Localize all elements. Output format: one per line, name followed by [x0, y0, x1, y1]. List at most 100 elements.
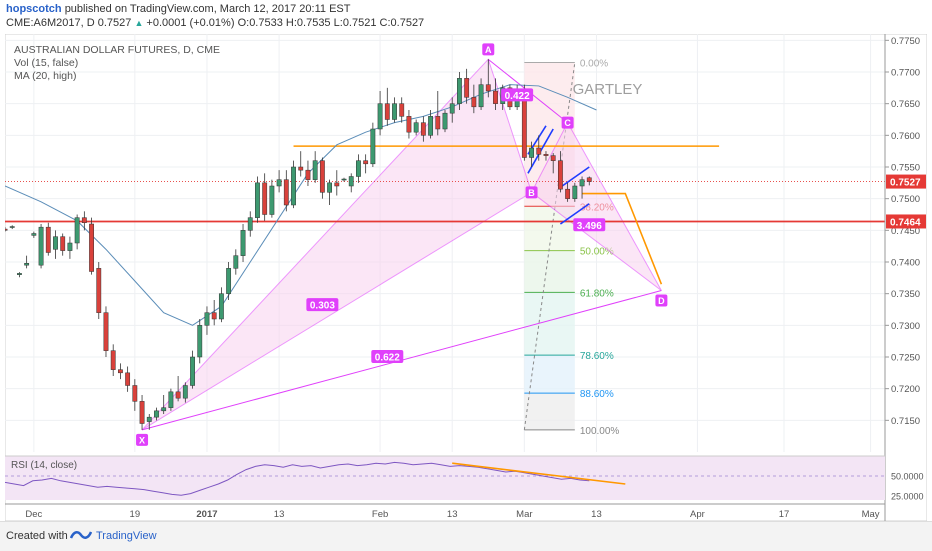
- candle-body: [190, 356, 195, 386]
- candle-body: [168, 391, 174, 408]
- ratio-label: 0.303: [310, 301, 335, 312]
- candle-body: [255, 182, 260, 218]
- fib-level-label: 78.60%: [580, 351, 614, 362]
- rsi-label: RSI (14, close): [11, 460, 77, 471]
- candle-body: [457, 78, 462, 104]
- candle-body: [370, 128, 376, 165]
- price-label-badge: [886, 214, 926, 229]
- y-tick-label: 0.7250: [891, 353, 920, 364]
- symbol-label: CME:A6M2017, D: [6, 17, 95, 29]
- price-chart-svg[interactable]: 0.00%38.20%50.00%61.80%78.60%88.60%100.0…: [2, 33, 928, 522]
- ratio-label: 0.422: [505, 91, 530, 102]
- candle-body: [305, 169, 311, 180]
- channel-line: [559, 203, 590, 225]
- fib-level-label: 0.00%: [580, 59, 608, 70]
- publish-line: hopscotch published on TradingView.com, …: [6, 3, 350, 15]
- x-tick-label: Dec: [25, 509, 42, 520]
- pattern-point-label: C: [564, 118, 571, 128]
- candle-body: [392, 103, 397, 120]
- y-tick-label: 0.7700: [891, 68, 920, 79]
- projection-path: [582, 192, 663, 285]
- x-tick-label: 13: [447, 509, 458, 520]
- fib-zone: [524, 292, 575, 356]
- tradingview-logo-icon[interactable]: [69, 528, 93, 547]
- ohlc-h: H:0.7535: [285, 17, 331, 29]
- candle-body: [240, 230, 246, 256]
- ohlc-o: O:0.7533: [237, 17, 283, 29]
- y-tick-label: 0.7550: [891, 163, 920, 174]
- chart-legend: AUSTRALIAN DOLLAR FUTURES, D, CME Vol (1…: [14, 44, 220, 83]
- candle-body: [110, 350, 116, 370]
- x-tick-label: May: [862, 509, 880, 520]
- legend-ma[interactable]: MA (20, high): [14, 70, 77, 82]
- price-change: +0.0001 (+0.01%): [146, 17, 235, 29]
- candle-body: [442, 112, 448, 130]
- published-text: published on TradingView.com, March 12, …: [64, 3, 351, 15]
- y-tick-label: 0.7400: [891, 258, 920, 269]
- y-tick-label: 0.7650: [891, 99, 920, 110]
- price-label-text: 0.7464: [890, 217, 921, 228]
- ohlc-line: CME:A6M2017, D 0.7527 ▲ +0.0001 (+0.01%)…: [6, 17, 424, 29]
- chart-header: hopscotch published on TradingView.com, …: [0, 0, 932, 32]
- gartley-xab-triangle: [141, 58, 533, 431]
- candle-body: [226, 268, 232, 294]
- chart-area[interactable]: 0.00%38.20%50.00%61.80%78.60%88.60%100.0…: [2, 33, 928, 522]
- candle-body: [420, 122, 426, 136]
- ratio-badge: [501, 88, 534, 102]
- candle-body: [319, 160, 325, 193]
- candle-body: [247, 217, 253, 231]
- candle-body: [579, 179, 585, 187]
- pattern-point-label: A: [485, 45, 492, 55]
- fib-zone: [524, 393, 575, 430]
- x-tick-label: 13: [274, 509, 285, 520]
- x-tick-label: 19: [130, 509, 141, 520]
- candle-body: [204, 312, 210, 326]
- candle-body: [182, 385, 188, 399]
- rsi-band: [5, 456, 885, 500]
- candle-body: [96, 268, 102, 313]
- candle-body: [125, 372, 131, 386]
- pattern-point-label: D: [658, 296, 665, 306]
- fib-level-label: 100.00%: [580, 426, 620, 437]
- ratio-badge: [573, 218, 606, 232]
- legend-vol[interactable]: Vol (15, false): [14, 57, 79, 69]
- footer-bar: Created with TradingView: [0, 521, 932, 551]
- candle-body: [24, 263, 30, 266]
- candle-body: [67, 242, 73, 251]
- fib-level-label: 50.00%: [580, 247, 614, 258]
- candle-body: [557, 160, 563, 190]
- candle-body: [529, 147, 534, 158]
- candle-body: [471, 97, 477, 108]
- candle-body: [276, 179, 282, 187]
- fib-zone: [524, 355, 575, 394]
- ratio-label: 3.496: [577, 221, 602, 232]
- tradingview-link[interactable]: TradingView: [96, 530, 157, 542]
- candle-body: [283, 179, 289, 206]
- candle-body: [161, 407, 167, 412]
- candle-body: [449, 103, 455, 114]
- candle-body: [384, 103, 390, 120]
- y-tick-label: 0.7750: [891, 36, 920, 47]
- candle-body: [356, 160, 361, 177]
- candle-body: [81, 217, 87, 223]
- author-link[interactable]: hopscotch: [6, 3, 62, 15]
- fib-zone: [524, 250, 575, 293]
- x-tick-label: Apr: [690, 509, 705, 520]
- candle-body: [17, 273, 22, 275]
- up-arrow-icon: ▲: [134, 18, 144, 28]
- candle-body: [2, 228, 8, 231]
- pattern-name-label: GARTLEY: [573, 81, 643, 98]
- ratio-label: 0.622: [375, 353, 400, 364]
- candle-body: [478, 84, 484, 108]
- pattern-point-label: B: [528, 188, 535, 198]
- candle-body: [327, 182, 333, 193]
- candle-body: [89, 223, 94, 272]
- candle-body: [363, 160, 369, 165]
- candle-body: [31, 233, 37, 236]
- candle-body: [38, 226, 44, 266]
- candle-body: [103, 312, 109, 351]
- channel-line: [559, 166, 590, 188]
- fib-level-label: 61.80%: [580, 288, 614, 299]
- candle-body: [53, 236, 58, 250]
- candle-body: [312, 160, 318, 180]
